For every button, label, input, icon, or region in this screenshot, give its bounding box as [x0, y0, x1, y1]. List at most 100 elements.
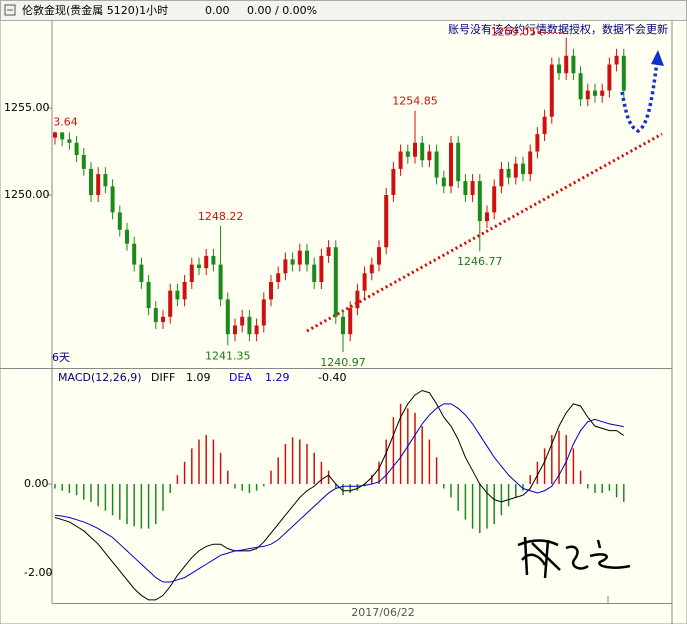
candle-body	[578, 73, 583, 100]
candle-body	[240, 316, 245, 326]
candle-body	[499, 168, 504, 187]
candle-body	[585, 90, 590, 100]
legend-value: 1.29	[265, 371, 290, 384]
candle-body	[254, 325, 259, 335]
candle-body	[247, 316, 252, 335]
candle-body	[621, 55, 626, 91]
candle-body	[521, 163, 525, 175]
candle-body	[326, 247, 331, 256]
candle-body	[348, 308, 353, 335]
macd-panel	[54, 389, 625, 601]
candle-body	[341, 316, 345, 335]
candle-body	[233, 325, 237, 335]
candle-body	[103, 174, 108, 187]
candle-body	[81, 154, 86, 169]
candle-body	[362, 273, 367, 291]
note: 账号没有该合约行情数据授权，数据不会更新	[448, 22, 668, 36]
last-price: 0.00	[205, 4, 230, 17]
candle-body	[182, 282, 187, 300]
candle-body	[405, 151, 410, 157]
candle-body	[463, 181, 468, 195]
candle-body	[485, 212, 489, 222]
legend-histogram-value: -0.40	[318, 371, 346, 384]
high-label: 1259.05	[491, 26, 537, 39]
candle-body	[305, 250, 309, 265]
forecast-arrow	[620, 61, 659, 133]
candle-body	[557, 64, 561, 74]
candle-body	[290, 259, 295, 265]
candle-body	[542, 116, 547, 135]
candle-body	[261, 299, 266, 326]
candle-body	[564, 55, 569, 74]
candle-body	[139, 264, 144, 282]
candle-body	[549, 64, 554, 117]
forecast-arrow-head	[651, 50, 664, 66]
y-tick-label: 1255.00	[4, 101, 50, 114]
candle-body	[283, 259, 288, 274]
candle-body	[60, 132, 65, 140]
candle-body	[528, 151, 533, 175]
candle-body	[110, 186, 115, 213]
high-label: 1248.22	[198, 210, 244, 223]
candle-body	[449, 142, 453, 187]
candle-body	[441, 177, 446, 187]
price-change: 0.00 / 0.00%	[247, 4, 317, 17]
candle-body	[506, 168, 511, 178]
candle-body	[355, 290, 360, 309]
candle-body	[456, 142, 461, 182]
y-tick-label: 0.00	[24, 477, 49, 490]
candle-body	[218, 264, 223, 300]
candle-body	[333, 247, 338, 317]
candle-body	[319, 255, 324, 282]
candle-body	[369, 264, 374, 274]
high-label: 1253.64	[32, 116, 78, 129]
high-label-arrow-head	[537, 29, 543, 36]
candle-body	[153, 308, 158, 323]
candle-body	[175, 290, 180, 300]
y-tick-label: 1250.00	[4, 188, 50, 201]
symbol: 伦敦金现(贵金属 5120)1小时	[22, 3, 168, 17]
candle-body	[168, 290, 173, 317]
macd-line	[54, 403, 624, 583]
candle-body	[427, 151, 432, 161]
price-panel: 1253.64 1248.22 1254.85 1259.05 1241.35 1240.…	[32, 26, 626, 369]
candle-body	[434, 151, 439, 178]
candle-body	[593, 90, 597, 96]
candle-body	[211, 255, 216, 265]
candle-body	[161, 316, 165, 323]
candle-body	[204, 255, 209, 269]
candle-body	[398, 151, 403, 169]
candle-body	[513, 163, 518, 178]
low-label: 1241.35	[205, 350, 251, 363]
candle-body	[614, 55, 619, 65]
candle-body	[600, 90, 605, 96]
candle-body	[189, 264, 194, 282]
candle-body	[146, 282, 151, 309]
candle-body	[132, 243, 137, 265]
candle-body	[377, 247, 381, 265]
candle-body	[312, 264, 317, 282]
candle-body	[571, 55, 576, 74]
candle-body	[89, 168, 93, 195]
low-label: 1246.77	[457, 255, 503, 268]
candle-body	[276, 273, 281, 282]
candle-body	[607, 64, 612, 91]
candle-body	[477, 181, 482, 222]
header-icon	[4, 4, 16, 16]
candle-body	[125, 229, 129, 244]
candle-body	[67, 139, 72, 143]
legend-name: DIFF	[151, 371, 175, 384]
candle-body	[269, 282, 273, 300]
candle-body	[470, 181, 475, 195]
macd-title: MACD(12,26,9)	[58, 371, 142, 384]
x-tick-label: 2017/06/22	[351, 606, 414, 619]
high-label: 1254.85	[392, 95, 438, 108]
candle-body	[225, 299, 230, 335]
legend-value: 1.09	[186, 371, 211, 384]
legend-name: DEA	[229, 371, 252, 384]
low-label: 1240.97	[320, 356, 366, 369]
candle-body	[117, 212, 122, 230]
candle-body	[535, 134, 540, 152]
candle-body	[74, 142, 79, 155]
